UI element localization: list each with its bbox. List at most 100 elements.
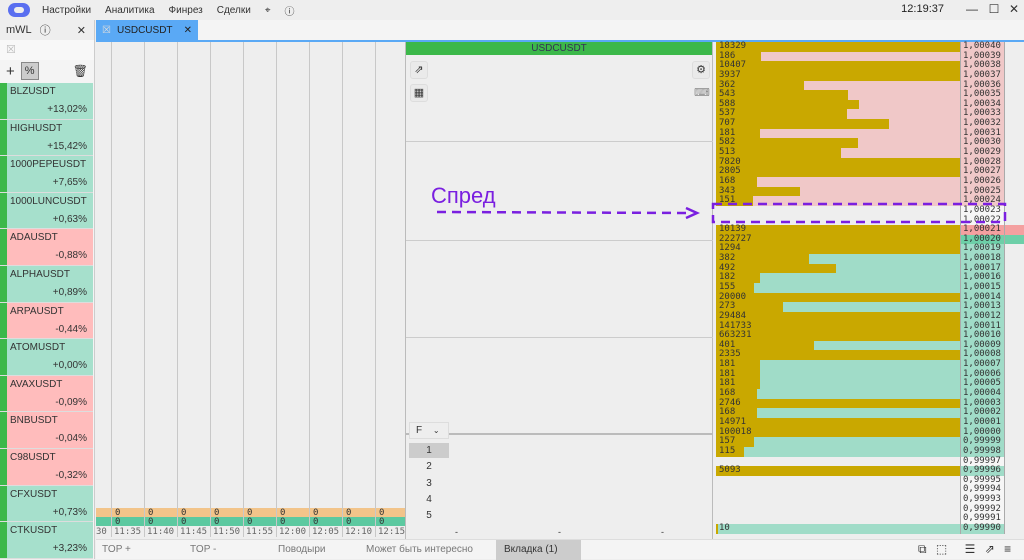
order-book-row[interactable]: 1,00023 [716,205,1018,216]
gear-icon[interactable]: ⚙ [692,61,710,79]
order-book-row[interactable]: 157 0,99999 [716,437,1018,447]
order-book-row[interactable]: 0,99993 [716,494,1018,505]
order-book-row[interactable]: 2805 1,00027 [716,167,1018,177]
order-book-row[interactable]: 29484 1,00012 [716,311,1018,322]
menu-analytics[interactable]: Аналитика [105,4,155,16]
order-book-row[interactable]: 582 1,00030 [716,138,1018,149]
order-book-row[interactable]: 537 1,00033 [716,109,1018,120]
order-book-row[interactable]: 181 1,00031 [716,128,1018,139]
watchlist-item[interactable]: AVAXUSDT -0,09% [0,375,93,413]
percent-toggle-icon[interactable]: % [20,62,39,80]
order-book-row[interactable]: 20000 1,00014 [716,292,1018,303]
bottom-tab[interactable]: Может быть интересно [366,544,473,555]
order-book-row[interactable]: 543 1,00035 [716,90,1018,100]
order-book-row[interactable]: 663231 1,00010 [716,331,1018,341]
add-icon[interactable]: + [6,62,15,80]
order-book-row[interactable]: 181 1,00007 [716,359,1018,370]
level-5[interactable]: 5 [426,510,432,522]
bottom-tab[interactable]: Поводыри [278,544,326,555]
order-book-row[interactable]: 182 1,00016 [716,273,1018,283]
help-icon[interactable]: ⓘ [39,25,51,37]
order-book-row[interactable]: 181 1,00006 [716,369,1018,380]
pin-off-icon[interactable]: ⌖ [264,4,271,16]
grid-line [375,42,376,537]
bottom-toolbar-icons[interactable]: ⧉ ⬚ ☰ ⇗ ≡ [918,542,1011,557]
order-book-row[interactable]: 7820 1,00028 [716,157,1018,168]
help-icon[interactable]: ⓘ [284,6,295,18]
order-book-row[interactable]: 0,99995 [716,475,1018,486]
order-book-row[interactable]: 115 0,99998 [716,446,1018,457]
chart-add-icon[interactable]: ⇗ [410,61,428,79]
order-book-row[interactable]: 0,99997 [716,456,1018,467]
filter-dropdown[interactable]: F ⌄ [409,422,449,439]
level-3[interactable]: 3 [426,477,432,489]
watchlist-item[interactable]: CTKUSDT +3,23% [0,522,93,559]
minimize-icon[interactable]: — [966,2,978,16]
bottom-tab[interactable]: TOP - [190,544,217,555]
bottom-tab[interactable]: Вкладка (1) [496,540,581,560]
order-book-row[interactable]: 401 1,00009 [716,340,1018,351]
order-book-row[interactable]: 10 0,99990 [716,523,1018,534]
order-book-row[interactable]: 362 1,00036 [716,80,1018,91]
watchlist-item[interactable]: 1000PEPEUSDT +7,65% [0,156,93,193]
order-book-row[interactable]: 382 1,00018 [716,253,1018,264]
order-book-row[interactable]: 10407 1,00038 [716,61,1018,71]
order-book-row[interactable]: 2335 1,00008 [716,350,1018,361]
order-book-row[interactable]: 0,99994 [716,485,1018,496]
bottom-tab[interactable]: TOP + [102,544,131,555]
order-book-row[interactable]: 151 1,00024 [716,196,1018,206]
watchlist-item[interactable]: 1000LUNCUSDT +0,63% [0,192,93,230]
order-book-row[interactable]: 18329 1,00040 [716,41,1018,52]
watchlist-item[interactable]: CFXUSDT +0,73% [0,485,93,523]
level-1[interactable]: 1 [409,443,449,458]
order-book-row[interactable]: 100018 1,00000 [716,427,1018,438]
order-book-row[interactable]: 5093 0,99996 [716,466,1018,476]
order-book-row[interactable]: 168 1,00002 [716,408,1018,418]
menu-deals[interactable]: Сделки [216,4,251,16]
order-book-row[interactable]: 186 1,00039 [716,51,1018,62]
trash-icon[interactable]: 🗑 [72,64,88,78]
order-book-row[interactable]: 492 1,00017 [716,263,1018,274]
watchlist-item[interactable]: C98USDT -0,32% [0,449,93,486]
close-tab-icon[interactable]: ✕ [183,24,192,36]
order-book-row[interactable]: 0,99991 [716,514,1018,524]
checkbox-icon[interactable]: ☒ [0,40,94,60]
menu-finres[interactable]: Финрез [168,4,203,16]
order-book-row[interactable]: 168 1,00004 [716,388,1018,399]
order-book-row[interactable]: 513 1,00029 [716,147,1018,158]
order-book[interactable]: 18329 1,00040 186 1,00039 10407 1,00038 3937 1,… [713,41,1024,539]
level-2[interactable]: 2 [426,461,432,473]
watchlist-item[interactable]: HIGHUSDT +15,42% [0,119,93,157]
watchlist-item[interactable]: BNBUSDT -0,04% [0,412,93,449]
order-book-row[interactable]: 273 1,00013 [716,302,1018,312]
order-book-row[interactable]: 14971 1,00001 [716,417,1018,428]
cluster-chart[interactable]: 30 11:35 0 0 11:40 0 0 11:45 0 0 11:50 0 0 11:55 0 0 12:… [96,42,405,539]
order-book-row[interactable]: 155 1,00015 [716,282,1018,293]
order-book-row[interactable]: 10139 1,00021 [716,225,1024,235]
volume-cell: 7820 [716,157,960,168]
watchlist-item[interactable]: ADAUSDT -0,88% [0,229,93,266]
order-book-row[interactable]: 222727 1,00020 [716,234,1024,245]
keyboard-icon[interactable]: ⌨ [694,87,710,99]
tab-usdcusdt[interactable]: ☒ USDCUSDT ✕ [96,20,198,40]
order-book-row[interactable]: 707 1,00032 [716,118,1018,129]
menu-settings[interactable]: Настройки [42,4,92,16]
order-book-row[interactable]: 343 1,00025 [716,186,1018,197]
close-icon[interactable]: ✕ [76,24,86,37]
watchlist-item[interactable]: ALPHAUSDT +0,89% [0,266,93,303]
order-book-row[interactable]: 181 1,00005 [716,379,1018,390]
order-book-row[interactable]: 1294 1,00019 [716,244,1018,255]
watchlist-item[interactable]: BLZUSDT +13,02% [0,83,93,120]
order-book-row[interactable]: 588 1,00034 [716,99,1018,110]
order-book-row[interactable]: 168 1,00026 [716,176,1018,187]
maximize-icon[interactable]: ☐ [988,2,1000,16]
watchlist-item[interactable]: ATOMUSDT +0,00% [0,339,93,376]
watchlist-item[interactable]: ARPAUSDT -0,44% [0,302,93,340]
order-book-row[interactable]: 0,99992 [716,504,1018,515]
close-icon[interactable]: ✕ [1008,2,1020,16]
table-icon[interactable]: ▦ [410,84,428,102]
order-book-row[interactable]: 141733 1,00011 [716,321,1018,332]
level-4[interactable]: 4 [426,493,432,505]
order-book-row[interactable]: 2746 1,00003 [716,398,1018,409]
order-book-row[interactable]: 3937 1,00037 [716,70,1018,81]
